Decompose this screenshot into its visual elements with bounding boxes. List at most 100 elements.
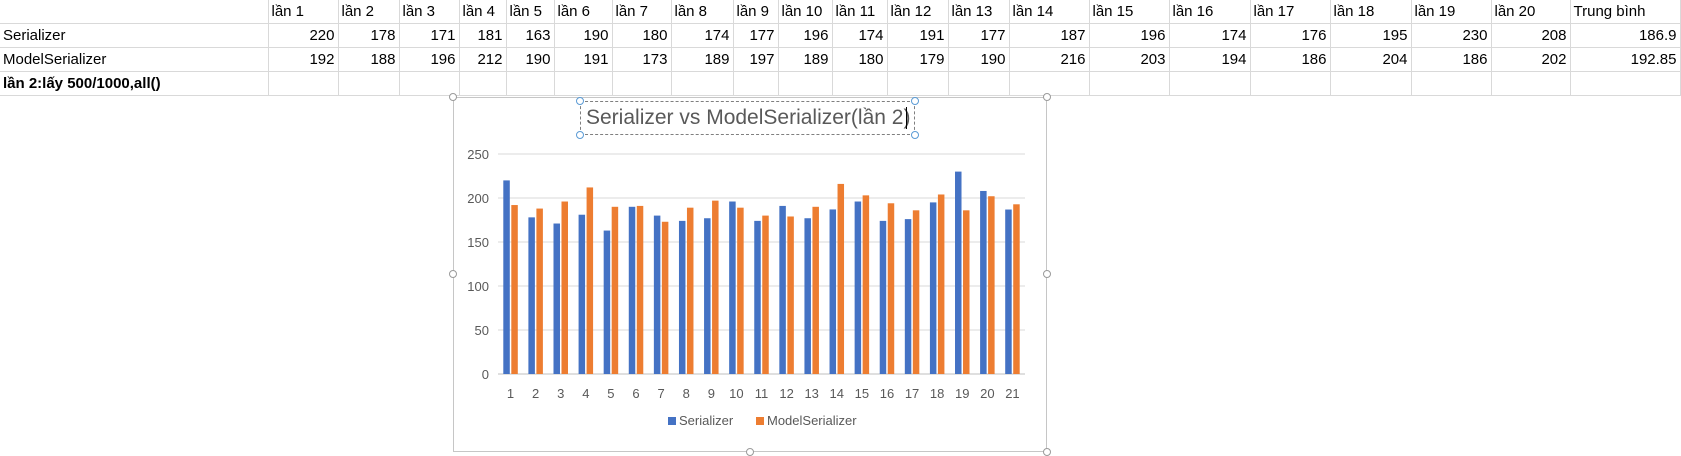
header-cell[interactable]: lần 2: [338, 0, 400, 24]
value-cell[interactable]: 173: [612, 47, 672, 72]
value-cell[interactable]: 189: [778, 47, 833, 72]
chart-title-selection-box[interactable]: [580, 101, 915, 135]
header-cell[interactable]: lần 5: [506, 0, 555, 24]
value-cell[interactable]: 171: [399, 23, 460, 48]
header-cell[interactable]: lần 11: [832, 0, 888, 24]
value-cell[interactable]: 186: [1250, 47, 1331, 72]
value-cell[interactable]: 188: [338, 47, 400, 72]
resize-handle-left[interactable]: [449, 270, 457, 278]
value-cell[interactable]: 176: [1250, 23, 1331, 48]
value-cell[interactable]: 195: [1330, 23, 1412, 48]
header-cell[interactable]: lần 18: [1330, 0, 1412, 24]
empty-cell[interactable]: [1570, 71, 1681, 96]
resize-handle-right[interactable]: [1043, 270, 1051, 278]
value-cell[interactable]: 163: [506, 23, 555, 48]
header-cell[interactable]: lần 20: [1491, 0, 1571, 24]
average-cell[interactable]: 192.85: [1570, 47, 1681, 72]
empty-cell[interactable]: [506, 71, 555, 96]
value-cell[interactable]: 203: [1089, 47, 1170, 72]
resize-handle-top-right[interactable]: [1043, 93, 1051, 101]
value-cell[interactable]: 178: [338, 23, 400, 48]
value-cell[interactable]: 186: [1411, 47, 1492, 72]
empty-cell[interactable]: [1491, 71, 1571, 96]
cell-a1[interactable]: [0, 0, 269, 24]
empty-cell[interactable]: [612, 71, 672, 96]
value-cell[interactable]: 191: [887, 23, 949, 48]
empty-cell[interactable]: [1330, 71, 1412, 96]
value-cell[interactable]: 208: [1491, 23, 1571, 48]
value-cell[interactable]: 180: [612, 23, 672, 48]
header-cell[interactable]: lần 6: [554, 0, 613, 24]
header-cell[interactable]: lần 10: [778, 0, 833, 24]
value-cell[interactable]: 187: [1009, 23, 1090, 48]
value-cell[interactable]: 204: [1330, 47, 1412, 72]
value-cell[interactable]: 181: [459, 23, 507, 48]
value-cell[interactable]: 177: [948, 23, 1010, 48]
row-label-cell[interactable]: Serializer: [0, 23, 269, 48]
empty-cell[interactable]: [459, 71, 507, 96]
value-cell[interactable]: 174: [832, 23, 888, 48]
title-handle-bottom-right[interactable]: [911, 131, 919, 139]
value-cell[interactable]: 196: [778, 23, 833, 48]
empty-cell[interactable]: [1250, 71, 1331, 96]
empty-cell[interactable]: [1411, 71, 1492, 96]
value-cell[interactable]: 196: [1089, 23, 1170, 48]
value-cell[interactable]: 179: [887, 47, 949, 72]
chart-title[interactable]: Serializer vs ModelSerializer(lần 2): [586, 106, 911, 129]
empty-cell[interactable]: [268, 71, 339, 96]
header-cell[interactable]: lần 1: [268, 0, 339, 24]
value-cell[interactable]: 220: [268, 23, 339, 48]
header-cell[interactable]: lần 8: [671, 0, 734, 24]
value-cell[interactable]: 212: [459, 47, 507, 72]
header-cell[interactable]: lần 4: [459, 0, 507, 24]
empty-cell[interactable]: [832, 71, 888, 96]
note-cell[interactable]: lần 2:lấy 500/1000,all(): [0, 71, 269, 96]
empty-cell[interactable]: [948, 71, 1010, 96]
header-cell[interactable]: lần 17: [1250, 0, 1331, 24]
empty-cell[interactable]: [554, 71, 613, 96]
chart-object[interactable]: 0 50 100 150 200 250 1 2 3 4 5 6 7 8 9 10 11 12 13 14 15 16 17…: [453, 97, 1047, 452]
value-cell[interactable]: 190: [554, 23, 613, 48]
value-cell[interactable]: 177: [733, 23, 779, 48]
value-cell[interactable]: 216: [1009, 47, 1090, 72]
header-cell[interactable]: lần 12: [887, 0, 949, 24]
empty-cell[interactable]: [778, 71, 833, 96]
empty-cell[interactable]: [1009, 71, 1090, 96]
value-cell[interactable]: 174: [671, 23, 734, 48]
value-cell[interactable]: 194: [1169, 47, 1251, 72]
value-cell[interactable]: 196: [399, 47, 460, 72]
header-cell[interactable]: lần 15: [1089, 0, 1170, 24]
value-cell[interactable]: 189: [671, 47, 734, 72]
empty-cell[interactable]: [733, 71, 779, 96]
value-cell[interactable]: 191: [554, 47, 613, 72]
value-cell[interactable]: 190: [506, 47, 555, 72]
empty-cell[interactable]: [887, 71, 949, 96]
value-cell[interactable]: 192: [268, 47, 339, 72]
row-label-cell[interactable]: ModelSerializer: [0, 47, 269, 72]
title-handle-bottom-left[interactable]: [576, 131, 584, 139]
header-cell[interactable]: lần 14: [1009, 0, 1090, 24]
value-cell[interactable]: 180: [832, 47, 888, 72]
empty-cell[interactable]: [671, 71, 734, 96]
value-cell[interactable]: 190: [948, 47, 1010, 72]
empty-cell[interactable]: [1089, 71, 1170, 96]
resize-handle-top-left[interactable]: [449, 93, 457, 101]
title-handle-top-left[interactable]: [576, 97, 584, 105]
value-cell[interactable]: 230: [1411, 23, 1492, 48]
value-cell[interactable]: 174: [1169, 23, 1251, 48]
header-cell[interactable]: Trung bình: [1570, 0, 1681, 24]
average-cell[interactable]: 186.9: [1570, 23, 1681, 48]
header-cell[interactable]: lần 19: [1411, 0, 1492, 24]
header-cell[interactable]: lần 9: [733, 0, 779, 24]
legend-label-serializer: Serializer: [679, 413, 734, 428]
header-cell[interactable]: lần 3: [399, 0, 460, 24]
empty-cell[interactable]: [338, 71, 400, 96]
value-cell[interactable]: 202: [1491, 47, 1571, 72]
empty-cell[interactable]: [399, 71, 460, 96]
empty-cell[interactable]: [1169, 71, 1251, 96]
header-cell[interactable]: lần 16: [1169, 0, 1251, 24]
header-cell[interactable]: lần 7: [612, 0, 672, 24]
header-cell[interactable]: lần 13: [948, 0, 1010, 24]
value-cell[interactable]: 197: [733, 47, 779, 72]
title-handle-top-right[interactable]: [911, 97, 919, 105]
